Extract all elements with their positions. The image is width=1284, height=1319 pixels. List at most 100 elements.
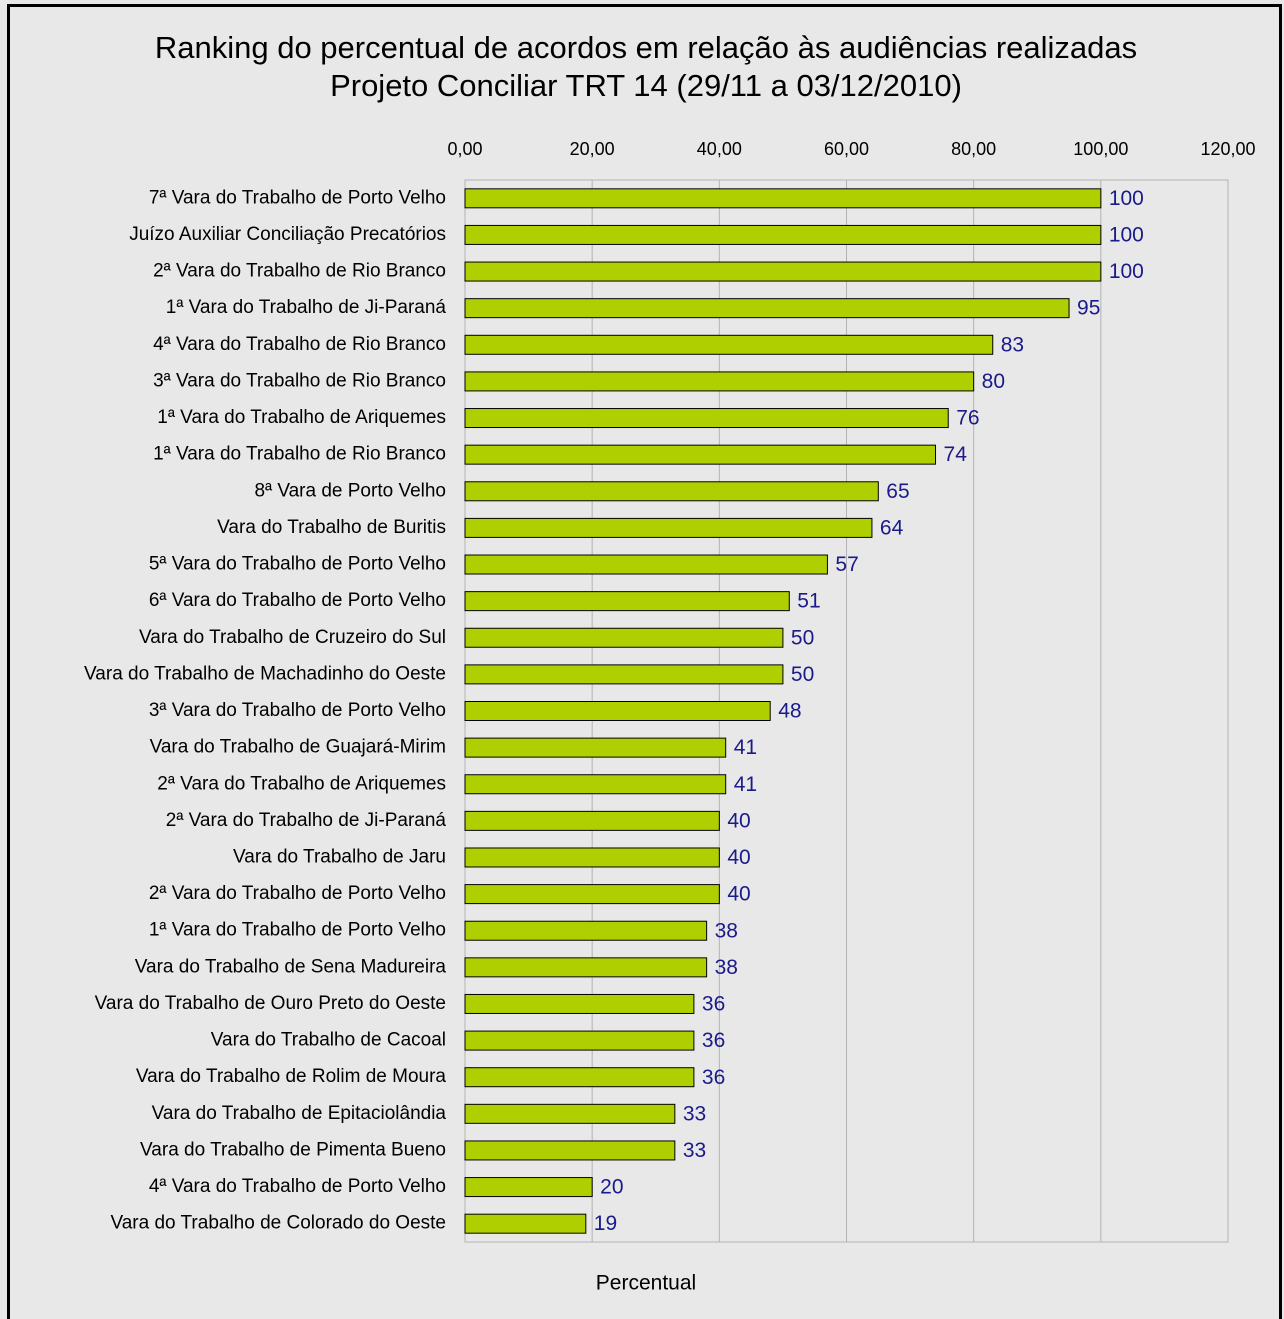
y-tick-label: Vara do Trabalho de Jaru: [233, 846, 446, 867]
data-label: 74: [944, 443, 968, 466]
bar: [464, 701, 771, 721]
y-tick-label: 3ª Vara do Trabalho de Porto Velho: [149, 700, 446, 721]
chart-title: Ranking do percentual de acordos em rela…: [155, 30, 1137, 65]
bar: [464, 1103, 676, 1124]
bar: [464, 224, 1102, 245]
data-label: 38: [715, 919, 738, 942]
y-tick-label: Vara do Trabalho de Rolim de Moura: [136, 1066, 447, 1087]
x-tick-label: 20,00: [570, 139, 615, 159]
y-tick-label: Juízo Auxiliar Conciliação Precatórios: [129, 224, 446, 245]
data-label: 100: [1109, 223, 1144, 246]
data-label: 100: [1109, 187, 1144, 210]
bar: [464, 664, 784, 685]
data-label: 100: [1109, 260, 1144, 283]
bar: [464, 1067, 695, 1088]
data-label: 95: [1077, 297, 1100, 320]
bar: [464, 188, 1102, 209]
bar: [464, 1177, 593, 1198]
data-label: 64: [880, 516, 904, 539]
bar: [464, 993, 695, 1014]
bar: [464, 884, 720, 905]
bar: [464, 444, 937, 465]
y-tick-label: Vara do Trabalho de Colorado do Oeste: [110, 1213, 446, 1234]
x-tick-label: 40,00: [697, 139, 742, 159]
y-tick-label: 5ª Vara do Trabalho de Porto Velho: [149, 554, 446, 575]
frame: [7, 4, 1282, 1319]
bar: [464, 627, 784, 648]
data-label: 41: [734, 736, 757, 759]
bar: [464, 554, 828, 575]
y-tick-label: 4ª Vara do Trabalho de Porto Velho: [149, 1176, 446, 1197]
y-tick-label: Vara do Trabalho de Pimenta Bueno: [140, 1139, 446, 1160]
y-tick-label: Vara do Trabalho de Ouro Preto do Oeste: [95, 993, 446, 1014]
y-tick-label: 2ª Vara do Trabalho de Ariquemes: [157, 773, 446, 794]
y-tick-label: 8ª Vara de Porto Velho: [254, 480, 446, 501]
bar: [464, 261, 1102, 282]
data-label: 83: [1001, 333, 1024, 356]
y-tick-label: 4ª Vara do Trabalho de Rio Branco: [153, 334, 446, 355]
data-label: 50: [791, 626, 814, 649]
data-label: 80: [982, 370, 1005, 393]
bar: [464, 847, 720, 868]
data-label: 48: [778, 700, 801, 723]
x-tick-label: 0,00: [447, 139, 482, 159]
y-tick-label: 2ª Vara do Trabalho de Rio Branco: [153, 261, 446, 282]
y-tick-label: 6ª Vara do Trabalho de Porto Velho: [149, 590, 446, 611]
y-tick-label: 1ª Vara do Trabalho de Ariquemes: [157, 407, 446, 428]
y-tick-label: Vara do Trabalho de Guajará-Mirim: [150, 737, 446, 758]
y-tick-label: 1ª Vara do Trabalho de Porto Velho: [149, 920, 446, 941]
x-tick-label: 120,00: [1200, 139, 1255, 159]
y-tick-label: 3ª Vara do Trabalho de Rio Branco: [153, 370, 446, 391]
data-label: 19: [594, 1212, 617, 1235]
bar: [464, 371, 975, 392]
data-label: 41: [734, 773, 757, 796]
x-tick-label: 60,00: [824, 139, 869, 159]
bar: [464, 1140, 676, 1161]
y-tick-label: Vara do Trabalho de Epitaciolândia: [152, 1103, 447, 1124]
bar: [464, 591, 790, 612]
y-tick-label: Vara do Trabalho de Buritis: [217, 517, 446, 538]
x-tick-label: 80,00: [951, 139, 996, 159]
bar: [464, 517, 873, 538]
y-tick-label: Vara do Trabalho de Machadinho do Oeste: [84, 663, 446, 684]
bar: [464, 298, 1070, 319]
bar: [464, 810, 720, 831]
y-tick-label: Vara do Trabalho de Cruzeiro do Sul: [139, 627, 446, 648]
data-label: 38: [715, 956, 738, 979]
y-tick-label: 2ª Vara do Trabalho de Porto Velho: [149, 883, 446, 904]
bar: [464, 1030, 695, 1051]
y-tick-label: 1ª Vara do Trabalho de Ji-Paraná: [166, 297, 447, 318]
data-label: 76: [956, 407, 979, 430]
data-label: 33: [683, 1102, 706, 1125]
bar: [464, 1213, 587, 1234]
data-label: 36: [702, 1029, 725, 1052]
data-label: 36: [702, 1066, 725, 1089]
x-tick-label: 100,00: [1073, 139, 1128, 159]
bar: [464, 408, 949, 429]
x-axis-label: Percentual: [596, 1272, 696, 1295]
data-label: 51: [797, 590, 820, 613]
data-label: 36: [702, 993, 725, 1016]
data-label: 65: [886, 480, 909, 503]
y-tick-label: 7ª Vara do Trabalho de Porto Velho: [149, 187, 446, 208]
data-label: 50: [791, 663, 814, 686]
y-tick-label: Vara do Trabalho de Cacoal: [211, 1030, 446, 1051]
bar: [464, 920, 708, 941]
bar: [464, 334, 994, 355]
bar: [464, 481, 879, 502]
data-label: 40: [727, 883, 750, 906]
data-label: 40: [727, 846, 750, 869]
bar: [464, 957, 708, 978]
bar: [464, 737, 727, 758]
chart-subtitle: Projeto Conciliar TRT 14 (29/11 a 03/12/…: [330, 68, 962, 103]
data-label: 33: [683, 1139, 706, 1162]
data-label: 40: [727, 809, 750, 832]
bar: [464, 774, 727, 795]
data-label: 57: [835, 553, 858, 576]
y-tick-label: Vara do Trabalho de Sena Madureira: [135, 956, 447, 977]
data-label: 20: [600, 1176, 623, 1199]
y-tick-label: 1ª Vara do Trabalho de Rio Branco: [153, 444, 446, 465]
y-tick-label: 2ª Vara do Trabalho de Ji-Paraná: [166, 810, 447, 831]
